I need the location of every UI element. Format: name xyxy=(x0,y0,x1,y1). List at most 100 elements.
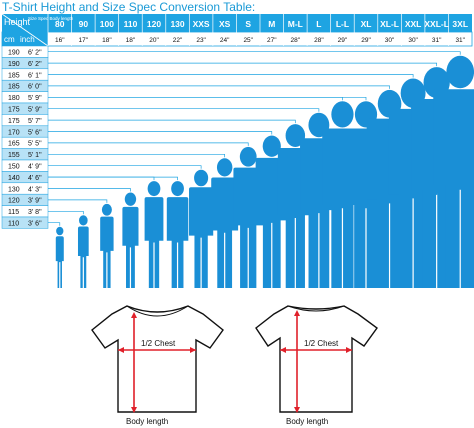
height-inch: 6' 0" xyxy=(28,84,42,91)
inch-label: 27" xyxy=(267,37,277,44)
height-inch: 4' 3" xyxy=(28,186,42,193)
height-cm: 115 xyxy=(8,209,19,216)
height-inch: 3' 6" xyxy=(28,221,42,228)
inch-label: 22" xyxy=(173,37,183,44)
person-figure xyxy=(100,203,114,288)
chest-label: 1/2 Chest xyxy=(141,339,176,348)
inch-label: 30" xyxy=(385,37,395,44)
height-inch: 5' 7" xyxy=(28,118,42,125)
size-label: 90 xyxy=(79,19,89,29)
inch-label: 28" xyxy=(314,37,324,44)
inch-label: 31" xyxy=(432,37,442,44)
height-inch: 6' 1" xyxy=(28,72,42,79)
height-inch: 4' 6" xyxy=(28,175,42,182)
inch-label: 16" xyxy=(55,37,65,44)
size-label: L xyxy=(316,19,321,29)
person-figure xyxy=(144,181,164,288)
tshirt-collar xyxy=(126,305,189,317)
chart-title: T-Shirt Height and Size Spec Conversion … xyxy=(2,0,256,14)
person-figure xyxy=(166,181,189,288)
height-cm: 175 xyxy=(8,107,20,114)
person-figure xyxy=(122,192,139,288)
tshirt-outline xyxy=(91,305,224,413)
height-guide-line xyxy=(48,210,84,215)
height-guide-line xyxy=(48,188,131,192)
height-inch: 5' 1" xyxy=(28,152,42,159)
height-cm: 190 xyxy=(8,50,20,57)
person-figure xyxy=(77,215,89,288)
length-arrowhead-top xyxy=(294,310,300,316)
size-label: 80 xyxy=(55,19,65,29)
inch-label: 31" xyxy=(455,37,465,44)
height-guide-line xyxy=(48,85,390,89)
length-label: Body length xyxy=(286,417,328,426)
header-spec-label: Size Spec Body length xyxy=(28,16,74,21)
chest-arrowhead-left xyxy=(118,347,124,353)
height-guide-line xyxy=(48,96,343,101)
height-guide-line xyxy=(48,74,414,78)
height-guide-line xyxy=(48,153,226,158)
person-figure xyxy=(211,158,239,288)
chest-arrowhead-right xyxy=(346,347,352,353)
person-figure xyxy=(233,146,264,288)
height-guide-line xyxy=(48,222,61,226)
height-guide-line xyxy=(48,176,155,181)
height-cm: 110 xyxy=(8,221,19,228)
inch-label: 29" xyxy=(361,37,371,44)
size-label: M xyxy=(268,19,275,29)
height-guide-line xyxy=(48,62,438,67)
height-cm: 170 xyxy=(8,129,20,136)
height-inch: 4' 9" xyxy=(28,164,42,171)
height-guide-line xyxy=(48,199,108,203)
inch-label: 25" xyxy=(243,37,253,44)
height-cm: 185 xyxy=(8,72,20,79)
height-inch: 3' 8" xyxy=(28,209,42,216)
header-cm-label: cm xyxy=(4,35,15,44)
chest-arrowhead-left xyxy=(280,347,286,353)
inch-label: 23" xyxy=(196,37,206,44)
length-arrowhead-bottom xyxy=(131,407,137,413)
tshirt-collar xyxy=(287,305,345,312)
size-label: 130 xyxy=(170,19,184,29)
header-diagonal xyxy=(1,13,49,47)
tshirt-front-diagram: 1/2 Chest Body length xyxy=(91,305,224,426)
size-label: 3XL xyxy=(452,19,468,29)
size-label: XXS xyxy=(193,19,210,29)
person-figure xyxy=(55,226,64,288)
inch-label: 17" xyxy=(79,37,89,44)
height-cm: 175 xyxy=(8,118,20,125)
tshirt-back-diagram: 1/2 Chest Body length xyxy=(255,305,378,426)
height-cm: 180 xyxy=(8,95,20,102)
header-height-label: Height xyxy=(4,17,31,27)
size-label: XL-L xyxy=(380,19,399,29)
height-inch: 5' 5" xyxy=(28,141,42,148)
length-arrowhead-bottom xyxy=(294,407,300,413)
size-label: 110 xyxy=(124,19,138,29)
height-cm: 155 xyxy=(8,152,20,159)
height-cm: 185 xyxy=(8,84,20,91)
inch-label: 24" xyxy=(220,37,230,44)
person-figure xyxy=(433,55,474,288)
height-cm: 190 xyxy=(8,61,20,68)
height-inch: 5' 9" xyxy=(28,95,42,102)
height-guide-line xyxy=(48,176,178,181)
inch-label: 29" xyxy=(338,37,348,44)
size-label: 100 xyxy=(100,19,114,29)
height-cm: 130 xyxy=(8,186,20,193)
inch-label: 30" xyxy=(408,37,418,44)
height-guide-line xyxy=(48,96,367,101)
height-cm: 150 xyxy=(8,164,20,171)
tshirt-outline xyxy=(255,305,378,413)
chest-arrowhead-right xyxy=(190,347,196,353)
height-guide-line xyxy=(48,119,296,124)
height-guide-line xyxy=(48,142,249,146)
height-inch: 6' 2" xyxy=(28,50,42,57)
size-label: XL xyxy=(361,19,372,29)
height-cm: 120 xyxy=(8,198,20,205)
chest-label: 1/2 Chest xyxy=(304,339,339,348)
size-label: XXL-L xyxy=(424,19,449,29)
height-guide-line xyxy=(48,51,461,55)
size-label: M-L xyxy=(288,19,303,29)
inch-label: 20" xyxy=(149,37,159,44)
